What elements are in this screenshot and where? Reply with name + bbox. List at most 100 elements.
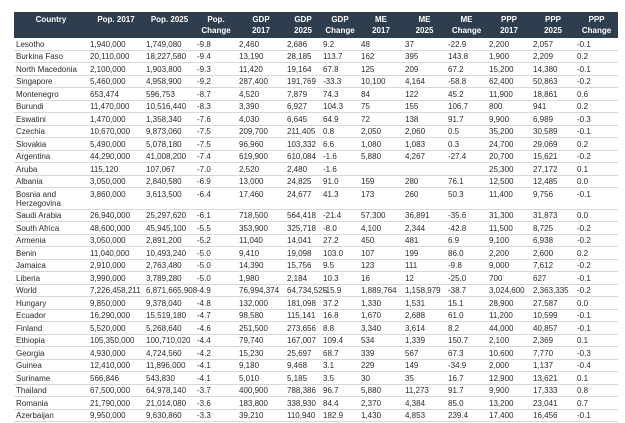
cell-gdp-2025: 28,185	[285, 50, 321, 63]
cell-me-change: 61.0	[446, 309, 487, 322]
cell-me-2025: 2,688	[403, 309, 446, 322]
cell-ppp-2025: 6,989	[531, 112, 575, 126]
cell-country: Lesotho	[14, 38, 88, 51]
table-row: Hungary 9,850,000 9,378,040 -4.8 132,000 181,…	[14, 296, 618, 310]
cell-pop-2025: 596,753	[144, 87, 195, 101]
cell-me-2025: 12	[403, 271, 446, 285]
country-stats-table: Country Pop. 2017 Pop. 2025 Pop. Change GDP …	[14, 12, 618, 422]
cell-ppp-2025: 941	[531, 100, 575, 113]
cell-me-change: 67.2	[446, 62, 487, 76]
cell-ppp-2017: 15,200	[487, 62, 531, 76]
cell-gdp-change: -33.3	[321, 75, 359, 88]
cell-country: Argentina	[14, 150, 88, 163]
cell-gdp-2025: 25,697	[285, 346, 321, 360]
table-row: Benin 11,040,000 10,493,240 -5.0 9,410 19,098…	[14, 246, 618, 260]
cell-ppp-2017: 11,400	[487, 187, 531, 210]
cell-gdp-2025: 9,468	[285, 359, 321, 372]
cell-country: Slovakia	[14, 137, 88, 151]
table-row: Montenegro 653,474 596,753 -8.7 4,520 7,879 74…	[14, 87, 618, 101]
cell-me-2017: 3,340	[359, 321, 403, 335]
cell-country: Burundi	[14, 100, 88, 113]
cell-gdp-change: -21.4	[321, 209, 359, 222]
cell-gdp-2025: 211,405	[285, 125, 321, 138]
cell-ppp-change: -0.4	[575, 359, 618, 372]
cell-ppp-2025: 16,456	[531, 409, 575, 422]
cell-pop-2025: 45,945,100	[144, 221, 195, 235]
cell-gdp-2017: 17,460	[237, 187, 285, 210]
table-row: Burundi 11,470,000 10,516,440 -8.3 3,390 6,92…	[14, 100, 618, 113]
cell-pop-change: -4.2	[195, 346, 237, 360]
cell-pop-change: -3.3	[195, 409, 237, 422]
table-row: Singapore 5,460,000 4,958,900 -9.2 287,400 19…	[14, 75, 618, 88]
cell-country: Montenegro	[14, 87, 88, 101]
cell-gdp-change: -15.9	[321, 284, 359, 297]
cell-me-change: -9.8	[446, 259, 487, 272]
cell-ppp-2025: 18,861	[531, 87, 575, 101]
cell-gdp-change: 0.8	[321, 125, 359, 138]
table-row: Lesotho 1,940,000 1,749,080 -9.8 2,460 2,686 9…	[14, 38, 618, 51]
cell-country: North Macedonia	[14, 62, 88, 76]
cell-ppp-change: -0.1	[575, 187, 618, 210]
cell-pop-2017: 20,110,000	[88, 50, 144, 63]
cell-me-change: 150.7	[446, 334, 487, 347]
cell-pop-2017: 16,290,000	[88, 309, 144, 322]
cell-country: Finland	[14, 321, 88, 335]
cell-pop-change: -4.7	[195, 309, 237, 322]
cell-ppp-2025: 10,599	[531, 309, 575, 322]
cell-me-2017: 30	[359, 371, 403, 385]
cell-pop-2025: 4,958,900	[144, 75, 195, 88]
cell-pop-2025: 1,358,340	[144, 112, 195, 126]
cell-me-2025: 37	[403, 38, 446, 51]
table-row: Slovakia 5,490,000 5,078,180 -7.5 96,960 103,…	[14, 137, 618, 151]
cell-ppp-2017: 9,900	[487, 384, 531, 397]
cell-gdp-2017: 4,520	[237, 87, 285, 101]
cell-me-2017: 5,880	[359, 384, 403, 397]
cell-ppp-2017: 9,100	[487, 234, 531, 247]
cell-me-2017: 2,050	[359, 125, 403, 138]
cell-me-change: 106.7	[446, 100, 487, 113]
cell-ppp-2025: 7,770	[531, 346, 575, 360]
cell-ppp-change: -0.1	[575, 38, 618, 51]
cell-me-2017: 339	[359, 346, 403, 360]
cell-ppp-2025: 14,380	[531, 62, 575, 76]
cell-gdp-2025: 181,098	[285, 296, 321, 310]
cell-gdp-change: -8.0	[321, 221, 359, 235]
table-header: Country Pop. 2017 Pop. 2025 Pop. Change GDP …	[14, 12, 618, 38]
cell-pop-2017: 3,050,000	[88, 175, 144, 188]
cell-me-2025: 155	[403, 100, 446, 113]
cell-gdp-2025: 610,084	[285, 150, 321, 163]
cell-me-2025: 1,339	[403, 334, 446, 347]
cell-pop-2017: 1,940,000	[88, 38, 144, 51]
cell-pop-2025: 10,493,240	[144, 246, 195, 260]
header-row: Country Pop. 2017 Pop. 2025 Pop. Change GDP …	[14, 12, 618, 38]
cell-me-2017: 75	[359, 100, 403, 113]
cell-pop-change: -7.5	[195, 125, 237, 138]
column-header-gdp-change: GDP Change	[321, 12, 359, 38]
cell-gdp-change: 27.2	[321, 234, 359, 247]
cell-me-2017: 123	[359, 259, 403, 272]
cell-gdp-2025: 6,645	[285, 112, 321, 126]
cell-pop-2017: 21,790,000	[88, 396, 144, 410]
cell-pop-change: -8.3	[195, 100, 237, 113]
cell-ppp-2025: 1,137	[531, 359, 575, 372]
cell-me-2025: 395	[403, 50, 446, 63]
cell-gdp-change: 74.3	[321, 87, 359, 101]
cell-ppp-change: 0.1	[575, 371, 618, 385]
cell-ppp-change: -0.1	[575, 321, 618, 335]
cell-country: Burkina Faso	[14, 50, 88, 63]
cell-me-2025: 122	[403, 87, 446, 101]
cell-me-change: 0.3	[446, 137, 487, 151]
cell-ppp-2017: 800	[487, 100, 531, 113]
cell-me-2025: 2,344	[403, 221, 446, 235]
cell-ppp-2017: 28,900	[487, 296, 531, 310]
cell-ppp-change: 0.0	[575, 175, 618, 188]
cell-ppp-2025: 7,612	[531, 259, 575, 272]
cell-pop-2025: 64,978,140	[144, 384, 195, 397]
cell-me-change: -22.9	[446, 38, 487, 51]
cell-pop-2017: 10,670,000	[88, 125, 144, 138]
cell-ppp-2017: 31,300	[487, 209, 531, 222]
cell-me-2025: 4,384	[403, 396, 446, 410]
table-row: Argentina 44,290,000 41,008,200 -7.4 619,900…	[14, 150, 618, 163]
cell-pop-change: -9.2	[195, 75, 237, 88]
cell-gdp-change: 103.0	[321, 246, 359, 260]
